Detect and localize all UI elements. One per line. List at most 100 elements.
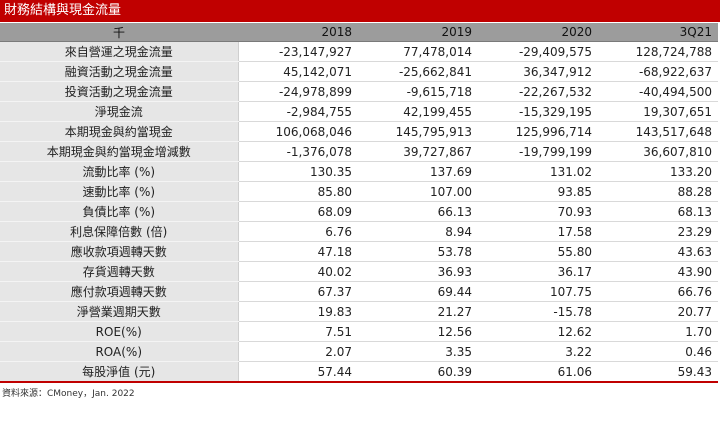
table-cell: 20.77 [598, 301, 718, 322]
table-cell: 45,142,071 [238, 61, 358, 82]
table-row: 利息保障倍數 (倍) 6.76 8.94 17.58 23.29 [0, 221, 718, 242]
table-row: 速動比率 (%) 85.80 107.00 93.85 88.28 [0, 181, 718, 202]
table-cell: -1,376,078 [238, 141, 358, 162]
row-label: 投資活動之現金流量 [0, 81, 239, 102]
row-label: 存貨週轉天數 [0, 261, 239, 282]
table-cell: 36.93 [358, 261, 478, 282]
table-cell: 43.90 [598, 261, 718, 282]
table-cell: 23.29 [598, 221, 718, 242]
table-cell: -2,984,755 [238, 101, 358, 122]
table-cell: 40.02 [238, 261, 358, 282]
table-cell: 133.20 [598, 161, 718, 182]
table-cell: 1.70 [598, 321, 718, 342]
table-cell: 36.17 [478, 261, 598, 282]
table-cell: 17.58 [478, 221, 598, 242]
table-row: 應收款項週轉天數 47.18 53.78 55.80 43.63 [0, 241, 718, 262]
column-header-2018: 2018 [238, 23, 358, 42]
table-cell: 67.37 [238, 281, 358, 302]
table-cell: 7.51 [238, 321, 358, 342]
table-cell: 128,724,788 [598, 41, 718, 62]
table-row: 負債比率 (%) 68.09 66.13 70.93 68.13 [0, 201, 718, 222]
source-note: 資料來源：CMoney，Jan. 2022 [2, 389, 135, 399]
table-row: 融資活動之現金流量 45,142,071 -25,662,841 36,347,… [0, 61, 718, 82]
table-cell: 68.13 [598, 201, 718, 222]
table-title: 財務結構與現金流量 [0, 0, 720, 22]
row-label: 融資活動之現金流量 [0, 61, 239, 82]
table-cell: 66.13 [358, 201, 478, 222]
row-label: 淨現金流 [0, 101, 239, 122]
table-cell: 3.35 [358, 341, 478, 362]
table-cell: 106,068,046 [238, 121, 358, 142]
table-cell: 85.80 [238, 181, 358, 202]
row-label: 來自營運之現金流量 [0, 41, 239, 62]
row-label: 應付款項週轉天數 [0, 281, 239, 302]
header-row: 千 2018 2019 2020 3Q21 [0, 23, 718, 42]
row-label: 負債比率 (%) [0, 201, 239, 222]
table-row: 每股淨值 (元) 57.44 60.39 61.06 59.43 [0, 361, 718, 383]
table-cell: 107.00 [358, 181, 478, 202]
table-cell: 131.02 [478, 161, 598, 182]
table-row: 淨營業週期天數 19.83 21.27 -15.78 20.77 [0, 301, 718, 322]
table-cell: 6.76 [238, 221, 358, 242]
table-cell: -40,494,500 [598, 81, 718, 102]
table-cell: 57.44 [238, 361, 358, 383]
row-label: 利息保障倍數 (倍) [0, 221, 239, 242]
table-cell: 77,478,014 [358, 41, 478, 62]
table-cell: -22,267,532 [478, 81, 598, 102]
table-row: 流動比率 (%) 130.35 137.69 131.02 133.20 [0, 161, 718, 182]
table-cell: 143,517,648 [598, 121, 718, 142]
table-cell: -24,978,899 [238, 81, 358, 102]
table-cell: 125,996,714 [478, 121, 598, 142]
table-cell: 93.85 [478, 181, 598, 202]
table-cell: 39,727,867 [358, 141, 478, 162]
table-cell: 61.06 [478, 361, 598, 383]
row-label: 流動比率 (%) [0, 161, 239, 182]
row-label: 應收款項週轉天數 [0, 241, 239, 262]
table-row: 存貨週轉天數 40.02 36.93 36.17 43.90 [0, 261, 718, 282]
column-header-2019: 2019 [358, 23, 478, 42]
row-label: 淨營業週期天數 [0, 301, 239, 322]
table-cell: 59.43 [598, 361, 718, 383]
table-cell: 19.83 [238, 301, 358, 322]
column-header-3q21: 3Q21 [598, 23, 718, 42]
table-cell: 145,795,913 [358, 121, 478, 142]
row-label: ROE(%) [0, 321, 239, 342]
table-cell: 36,347,912 [478, 61, 598, 82]
table-cell: 12.62 [478, 321, 598, 342]
table-cell: 43.63 [598, 241, 718, 262]
table-cell: 8.94 [358, 221, 478, 242]
row-label: 本期現金與約當現金 [0, 121, 239, 142]
table-cell: 36,607,810 [598, 141, 718, 162]
table-row: ROE(%) 7.51 12.56 12.62 1.70 [0, 321, 718, 342]
table-cell: 88.28 [598, 181, 718, 202]
table-cell: 42,199,455 [358, 101, 478, 122]
financial-table: 千 2018 2019 2020 3Q21 來自營運之現金流量 -23,147,… [0, 23, 718, 383]
table-row: 來自營運之現金流量 -23,147,927 77,478,014 -29,409… [0, 41, 718, 62]
row-label: 本期現金與約當現金增減數 [0, 141, 239, 162]
table-row: ROA(%) 2.07 3.35 3.22 0.46 [0, 341, 718, 362]
table-cell: 0.46 [598, 341, 718, 362]
table-cell: 68.09 [238, 201, 358, 222]
table-cell: 69.44 [358, 281, 478, 302]
table-cell: -19,799,199 [478, 141, 598, 162]
row-label: ROA(%) [0, 341, 239, 362]
table-cell: -68,922,637 [598, 61, 718, 82]
table-cell: 55.80 [478, 241, 598, 262]
column-header-2020: 2020 [478, 23, 598, 42]
table-cell: -25,662,841 [358, 61, 478, 82]
table-row: 投資活動之現金流量 -24,978,899 -9,615,718 -22,267… [0, 81, 718, 102]
table-cell: -23,147,927 [238, 41, 358, 62]
table-cell: -29,409,575 [478, 41, 598, 62]
table-cell: 3.22 [478, 341, 598, 362]
table-row: 本期現金與約當現金增減數 -1,376,078 39,727,867 -19,7… [0, 141, 718, 162]
table-cell: 70.93 [478, 201, 598, 222]
row-label: 速動比率 (%) [0, 181, 239, 202]
table-cell: 19,307,651 [598, 101, 718, 122]
unit-header: 千 [0, 23, 238, 42]
table-cell: -15,329,195 [478, 101, 598, 122]
table-cell: 12.56 [358, 321, 478, 342]
table-row: 本期現金與約當現金 106,068,046 145,795,913 125,99… [0, 121, 718, 142]
table-cell: 66.76 [598, 281, 718, 302]
row-label: 每股淨值 (元) [0, 361, 239, 383]
table-cell: 137.69 [358, 161, 478, 182]
